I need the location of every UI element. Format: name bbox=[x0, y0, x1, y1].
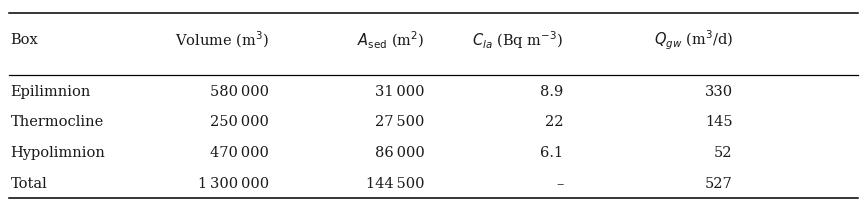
Text: 144 500: 144 500 bbox=[367, 176, 425, 190]
Text: 8.9: 8.9 bbox=[540, 84, 564, 98]
Text: 145: 145 bbox=[705, 115, 733, 129]
Text: $Q_{gw}$ (m$^3$/d): $Q_{gw}$ (m$^3$/d) bbox=[654, 28, 733, 52]
Text: –: – bbox=[556, 176, 564, 190]
Text: $C_{la}$ (Bq m$^{-3}$): $C_{la}$ (Bq m$^{-3}$) bbox=[473, 29, 564, 51]
Text: Thermocline: Thermocline bbox=[10, 115, 104, 129]
Text: 250 000: 250 000 bbox=[210, 115, 269, 129]
Text: Volume (m$^3$): Volume (m$^3$) bbox=[174, 30, 269, 50]
Text: 470 000: 470 000 bbox=[210, 145, 269, 159]
Text: 330: 330 bbox=[705, 84, 733, 98]
Text: 86 000: 86 000 bbox=[375, 145, 425, 159]
Text: 527: 527 bbox=[705, 176, 733, 190]
Text: 1 300 000: 1 300 000 bbox=[198, 176, 269, 190]
Text: 22: 22 bbox=[545, 115, 564, 129]
Text: Total: Total bbox=[10, 176, 47, 190]
Text: Hypolimnion: Hypolimnion bbox=[10, 145, 105, 159]
Text: $A_\mathrm{sed}$ (m$^2$): $A_\mathrm{sed}$ (m$^2$) bbox=[357, 30, 425, 50]
Text: 27 500: 27 500 bbox=[375, 115, 425, 129]
Text: 6.1: 6.1 bbox=[540, 145, 564, 159]
Text: 580 000: 580 000 bbox=[210, 84, 269, 98]
Text: 31 000: 31 000 bbox=[375, 84, 425, 98]
Text: Box: Box bbox=[10, 33, 38, 47]
Text: 52: 52 bbox=[714, 145, 733, 159]
Text: Epilimnion: Epilimnion bbox=[10, 84, 91, 98]
